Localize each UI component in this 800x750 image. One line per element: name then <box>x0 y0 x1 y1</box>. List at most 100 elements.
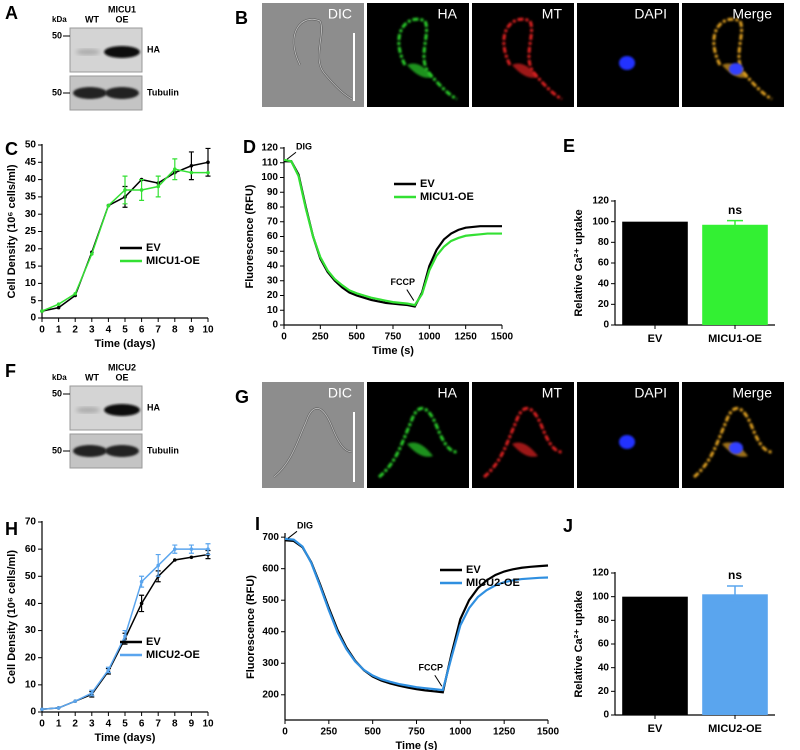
significance-label: ns <box>728 568 742 582</box>
x-axis-label: Time (days) <box>95 338 156 350</box>
legend-label: MICU2-OE <box>146 649 200 661</box>
legend-label: EV <box>466 564 481 576</box>
marker-label: 50 <box>52 30 62 40</box>
data-point <box>189 170 194 175</box>
y-tick-label: 90 <box>267 187 279 198</box>
x-tick-label: 3 <box>89 719 95 730</box>
y-tick-label: 100 <box>592 591 609 602</box>
y-tick-label: 10 <box>25 278 37 289</box>
data-point <box>56 305 61 310</box>
data-point <box>139 188 144 192</box>
blot-band-faint <box>76 407 100 413</box>
series-line <box>284 539 549 694</box>
x-tick-label: 750 <box>408 727 425 738</box>
lane-label: MICU2 <box>108 362 136 372</box>
y-tick-label: 100 <box>261 172 278 183</box>
x-tick-label: 1 <box>56 325 62 336</box>
x-tick-label: MICU1-OE <box>708 333 762 345</box>
y-tick-label: 25 <box>25 226 37 237</box>
y-axis-label: Relative Ca²⁺ uptake <box>573 209 585 316</box>
x-tick-label: 1250 <box>493 727 516 738</box>
y-tick-label: 50 <box>267 246 279 257</box>
x-tick-label: 7 <box>155 719 161 730</box>
x-tick-label: 2 <box>72 719 78 730</box>
series-line <box>284 537 549 692</box>
series-line <box>41 548 208 711</box>
y-tick-label: 110 <box>262 157 279 168</box>
channel-label: DAPI <box>634 6 667 22</box>
panel-letter: F <box>5 361 16 381</box>
x-tick-label: 5 <box>122 325 128 336</box>
data-point <box>189 163 194 168</box>
y-tick-label: 60 <box>598 258 610 269</box>
cell-signal <box>378 406 458 479</box>
x-tick-label: 0 <box>281 332 287 343</box>
lane-label: OE <box>115 14 128 24</box>
data-point <box>90 691 94 695</box>
y-tick-label: 60 <box>598 639 610 650</box>
y-tick-label: 600 <box>262 563 279 574</box>
bar <box>622 221 688 325</box>
y-tick-label: 60 <box>267 231 279 242</box>
cell-body <box>407 63 433 78</box>
cell-signal <box>397 17 458 101</box>
blot-band <box>73 445 107 457</box>
y-axis-label: Relative Ca²⁺ uptake <box>573 590 585 697</box>
y-tick-label: 40 <box>598 662 610 673</box>
series-line <box>283 158 502 307</box>
blot-band <box>104 46 140 58</box>
y-tick-label: 35 <box>25 192 37 203</box>
y-tick-label: 200 <box>262 689 279 700</box>
y-tick-label: 80 <box>598 615 610 626</box>
cell-body <box>512 442 538 457</box>
panel-letter: G <box>235 387 249 407</box>
band-label: HA <box>147 402 160 412</box>
nucleus <box>729 442 743 454</box>
micrograph <box>262 382 364 488</box>
data-point <box>156 184 160 189</box>
x-tick-label: 250 <box>320 727 337 738</box>
x-axis-label: Time (s) <box>372 345 414 357</box>
y-tick-label: 0 <box>30 707 36 718</box>
marker-label: 50 <box>52 388 62 398</box>
cell-signal <box>502 17 563 101</box>
y-axis-label: Cell Density (10⁶ cells/ml) <box>6 164 18 298</box>
x-tick-label: EV <box>648 723 663 735</box>
data-point <box>189 555 194 560</box>
blot-band <box>105 445 139 457</box>
legend-label: MICU2-OE <box>466 577 520 589</box>
panel-letter: A <box>5 3 18 23</box>
data-point <box>189 547 194 551</box>
data-point <box>73 291 77 296</box>
lane-label: WT <box>85 14 99 24</box>
x-tick-label: 1 <box>56 719 62 730</box>
y-tick-label: 5 <box>30 295 36 306</box>
y-tick-label: 20 <box>598 686 610 697</box>
y-tick-label: 500 <box>262 595 279 606</box>
y-tick-label: 40 <box>25 174 37 185</box>
nucleus <box>619 56 635 70</box>
panel-letter: I <box>255 514 260 534</box>
data-point <box>73 699 77 703</box>
cell-body <box>512 63 538 78</box>
data-point <box>206 160 210 165</box>
y-tick-label: 400 <box>262 626 279 637</box>
significance-label: ns <box>728 203 742 217</box>
lane-label: WT <box>85 372 99 382</box>
x-tick-label: 8 <box>172 325 178 336</box>
x-tick-label: 10 <box>202 719 214 730</box>
data-point <box>156 563 160 568</box>
panel-letter: C <box>5 139 18 159</box>
x-tick-label: 1500 <box>491 332 514 343</box>
y-tick-label: 100 <box>592 216 609 227</box>
x-tick-label: 8 <box>172 719 178 730</box>
annotation: DIG <box>297 521 313 531</box>
channel-label: MT <box>542 6 563 22</box>
x-tick-label: 4 <box>106 325 112 336</box>
annotation-arrow <box>287 530 298 539</box>
x-tick-label: EV <box>648 333 663 345</box>
cell-signal <box>693 406 773 479</box>
y-tick-label: 50 <box>25 571 37 582</box>
x-tick-label: 7 <box>155 325 161 336</box>
